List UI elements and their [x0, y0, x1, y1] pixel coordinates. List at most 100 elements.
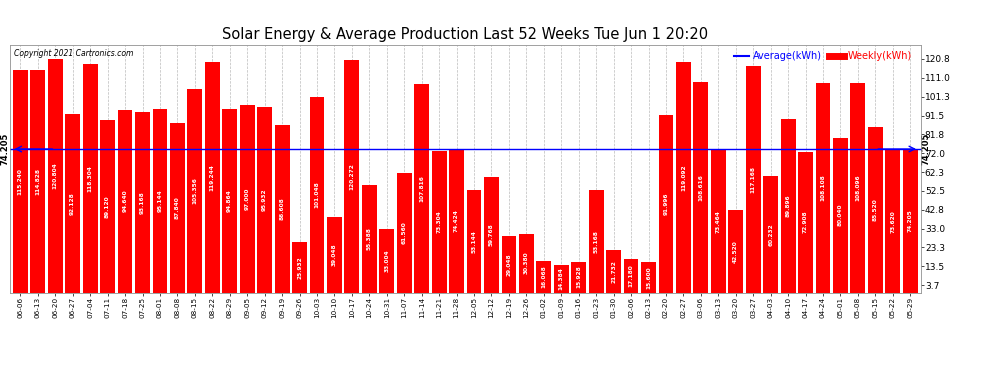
Text: 33.004: 33.004 — [384, 249, 389, 272]
Text: 14.384: 14.384 — [558, 267, 563, 290]
Text: 91.996: 91.996 — [663, 192, 668, 215]
Bar — [589, 190, 604, 292]
Text: 97.000: 97.000 — [245, 188, 249, 210]
Text: 86.608: 86.608 — [279, 197, 284, 220]
Bar — [292, 242, 307, 292]
Text: 87.840: 87.840 — [175, 196, 180, 219]
Bar — [48, 59, 62, 292]
Text: 16.068: 16.068 — [542, 266, 546, 288]
Bar — [379, 229, 394, 292]
Text: 42.520: 42.520 — [734, 240, 739, 263]
Bar — [327, 217, 342, 292]
Bar — [274, 125, 289, 292]
Bar — [65, 114, 80, 292]
Text: 107.816: 107.816 — [419, 175, 424, 202]
Bar — [642, 262, 656, 292]
Bar — [868, 127, 883, 292]
Text: 108.616: 108.616 — [698, 174, 703, 201]
Bar — [606, 251, 621, 292]
Text: 21.732: 21.732 — [611, 260, 616, 283]
Bar — [502, 236, 517, 292]
Text: 105.356: 105.356 — [192, 177, 197, 204]
Bar — [781, 118, 796, 292]
Bar — [187, 89, 202, 292]
Text: 93.168: 93.168 — [140, 191, 145, 214]
Text: 108.108: 108.108 — [821, 175, 826, 201]
Bar — [100, 120, 115, 292]
Text: 95.932: 95.932 — [262, 189, 267, 211]
Text: 85.520: 85.520 — [873, 198, 878, 221]
Text: 119.244: 119.244 — [210, 164, 215, 190]
Text: 55.388: 55.388 — [367, 228, 372, 251]
Text: 117.168: 117.168 — [750, 166, 755, 193]
Bar — [170, 123, 185, 292]
Bar — [798, 152, 813, 292]
Bar — [310, 97, 325, 292]
Text: Copyright 2021 Cartronics.com: Copyright 2021 Cartronics.com — [15, 49, 134, 58]
Text: 120.272: 120.272 — [349, 163, 354, 190]
Text: 114.828: 114.828 — [36, 168, 41, 195]
Text: 25.932: 25.932 — [297, 256, 302, 279]
Bar — [466, 190, 481, 292]
Text: 73.304: 73.304 — [437, 210, 442, 233]
Bar — [729, 210, 743, 292]
Text: 89.120: 89.120 — [105, 195, 110, 217]
Bar — [83, 64, 98, 292]
Text: 61.560: 61.560 — [402, 222, 407, 245]
Bar — [152, 108, 167, 292]
Text: 39.048: 39.048 — [332, 243, 337, 266]
Text: 73.464: 73.464 — [716, 210, 721, 233]
Bar — [414, 84, 429, 292]
Bar — [658, 115, 673, 292]
Text: 15.928: 15.928 — [576, 266, 581, 288]
Text: 53.144: 53.144 — [471, 230, 476, 252]
Text: 119.092: 119.092 — [681, 164, 686, 190]
Text: 53.168: 53.168 — [594, 230, 599, 252]
Text: 115.240: 115.240 — [18, 168, 23, 195]
Text: 59.768: 59.768 — [489, 224, 494, 246]
Text: 74.424: 74.424 — [454, 209, 459, 232]
Bar — [763, 176, 778, 292]
Bar — [553, 265, 568, 292]
Text: 72.908: 72.908 — [803, 211, 808, 233]
Bar — [571, 262, 586, 292]
Bar — [432, 151, 446, 292]
Bar — [816, 84, 831, 292]
Bar — [676, 62, 691, 292]
Bar — [205, 62, 220, 292]
Bar — [850, 84, 865, 292]
Bar — [31, 70, 46, 292]
Bar — [240, 105, 254, 292]
Bar — [449, 148, 464, 292]
Text: 89.896: 89.896 — [786, 194, 791, 217]
Bar — [362, 185, 377, 292]
Text: 74.205: 74.205 — [922, 133, 931, 165]
Bar — [519, 234, 534, 292]
Bar — [397, 174, 412, 292]
Text: 74.205: 74.205 — [0, 133, 9, 165]
Bar — [257, 107, 272, 292]
Bar — [885, 150, 900, 292]
Legend: Average(kWh), Weekly(kWh): Average(kWh), Weekly(kWh) — [730, 47, 916, 65]
Text: 101.048: 101.048 — [315, 182, 320, 208]
Bar — [711, 150, 726, 292]
Bar — [903, 149, 918, 292]
Bar — [745, 66, 760, 292]
Bar — [13, 70, 28, 292]
Bar — [223, 109, 238, 292]
Text: 94.640: 94.640 — [123, 190, 128, 212]
Text: 118.304: 118.304 — [88, 165, 93, 192]
Text: 94.864: 94.864 — [228, 189, 233, 212]
Bar — [118, 110, 133, 292]
Bar — [537, 261, 551, 292]
Bar — [484, 177, 499, 292]
Text: 15.600: 15.600 — [646, 266, 651, 289]
Bar — [693, 82, 708, 292]
Text: 80.040: 80.040 — [838, 204, 842, 226]
Text: 29.048: 29.048 — [507, 253, 512, 276]
Text: 95.144: 95.144 — [157, 189, 162, 212]
Title: Solar Energy & Average Production Last 52 Weeks Tue Jun 1 20:20: Solar Energy & Average Production Last 5… — [222, 27, 709, 42]
Text: 73.620: 73.620 — [890, 210, 895, 233]
Bar — [624, 259, 639, 292]
Text: 30.380: 30.380 — [524, 252, 529, 274]
